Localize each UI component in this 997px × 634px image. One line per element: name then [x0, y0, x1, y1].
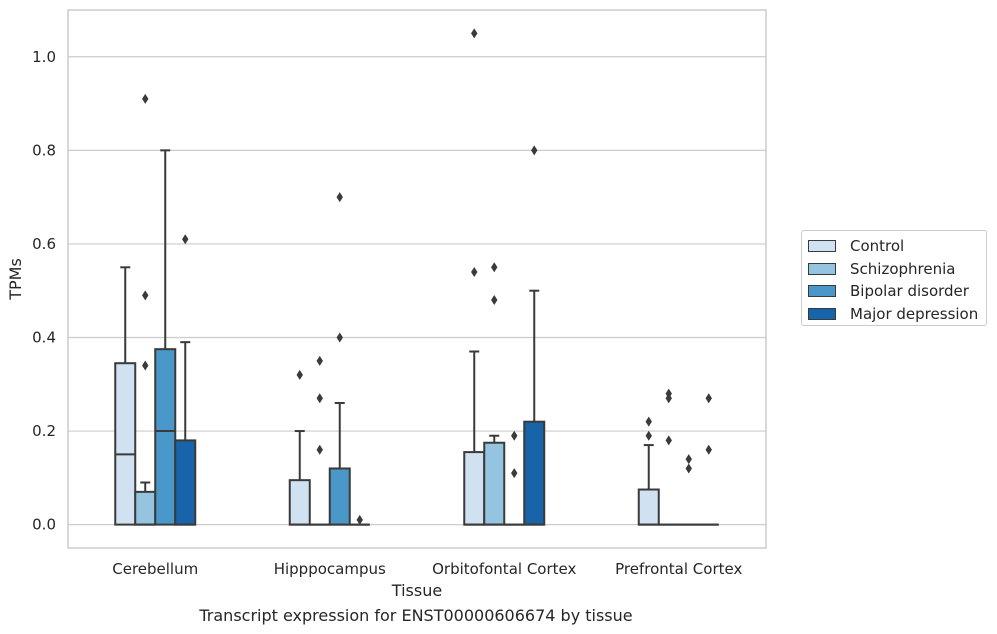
box-control [288, 369, 311, 526]
box-body [134, 490, 157, 526]
outlier-point [685, 454, 692, 465]
box-body [288, 479, 311, 526]
outlier-point [316, 393, 323, 404]
outlier-point [336, 332, 343, 343]
outlier-point [705, 393, 712, 404]
box-control [463, 28, 486, 526]
x-tick-label: Prefrontal Cortex [615, 560, 742, 578]
box-major-depression [523, 145, 546, 526]
legend: Control Schizophrenia Bipolar disorder M… [801, 230, 987, 326]
outlier-point [491, 262, 498, 273]
y-axis-label: TPMs [6, 258, 25, 301]
y-tick-label: 0.2 [32, 422, 56, 440]
box-body [523, 420, 546, 526]
outlier-point [705, 444, 712, 455]
legend-item: Schizophrenia [808, 258, 980, 281]
box-body [483, 441, 506, 526]
box-schizophrenia [134, 93, 157, 526]
x-tick-label: Cerebellum [112, 560, 198, 578]
outlier-point [356, 514, 363, 525]
outlier-point [142, 290, 149, 301]
box-bipolar-disorder [154, 149, 177, 526]
legend-swatch-major-depression [808, 307, 836, 320]
y-tick-label: 0.6 [32, 235, 56, 253]
box-body [114, 362, 137, 526]
outlier-point [182, 234, 189, 245]
box-bipolar-disorder [504, 430, 525, 526]
outlier-point [511, 430, 518, 441]
legend-swatch-bipolar [808, 285, 836, 298]
outlier-point [511, 468, 518, 479]
outlier-point [531, 145, 538, 156]
box-bipolar-disorder [678, 454, 699, 526]
plot-frame [67, 9, 767, 549]
figure-caption: Transcript expression for ENST0000060667… [199, 606, 633, 625]
outlier-point [142, 360, 149, 371]
x-tick-label: Orbitofontal Cortex [432, 560, 576, 578]
outlier-point [685, 463, 692, 474]
box-schizophrenia [483, 262, 506, 526]
outlier-point [142, 93, 149, 104]
box-body [463, 451, 486, 526]
box-schizophrenia [658, 388, 679, 526]
outlier-point [336, 192, 343, 203]
legend-label: Control [850, 237, 905, 256]
box-body [174, 439, 197, 526]
box-bipolar-disorder [328, 192, 351, 526]
box-body [328, 467, 351, 526]
outlier-point [316, 444, 323, 455]
y-tick-label: 0.4 [32, 328, 56, 346]
box-major-depression [349, 514, 370, 526]
legend-swatch-schizophrenia [808, 262, 836, 275]
legend-item: Major depression [808, 303, 980, 326]
x-tick-label: Hipppocampus [274, 560, 386, 578]
outlier-point [296, 369, 303, 380]
legend-label: Bipolar disorder [850, 282, 969, 301]
outlier-point [471, 28, 478, 39]
y-tick-label: 0.8 [32, 141, 56, 159]
box-body [637, 488, 660, 526]
box-major-depression [174, 234, 197, 526]
legend-item: Bipolar disorder [808, 280, 980, 303]
legend-item: Control [808, 235, 980, 258]
legend-swatch-control [808, 240, 836, 253]
y-tick-label: 1.0 [32, 48, 56, 66]
box-body [154, 348, 177, 526]
box-control [637, 416, 660, 526]
box-control [114, 266, 137, 526]
box-major-depression [698, 393, 719, 526]
y-tick-label: 0.0 [32, 516, 56, 534]
x-axis-label: Tissue [391, 581, 442, 600]
outlier-point [491, 295, 498, 306]
legend-label: Schizophrenia [850, 259, 956, 278]
outlier-point [645, 430, 652, 441]
box-schizophrenia [309, 355, 330, 526]
outlier-point [665, 388, 672, 399]
outlier-point [471, 266, 478, 277]
outlier-point [665, 435, 672, 446]
outlier-point [645, 416, 652, 427]
legend-label: Major depression [850, 304, 979, 323]
outlier-point [316, 355, 323, 366]
